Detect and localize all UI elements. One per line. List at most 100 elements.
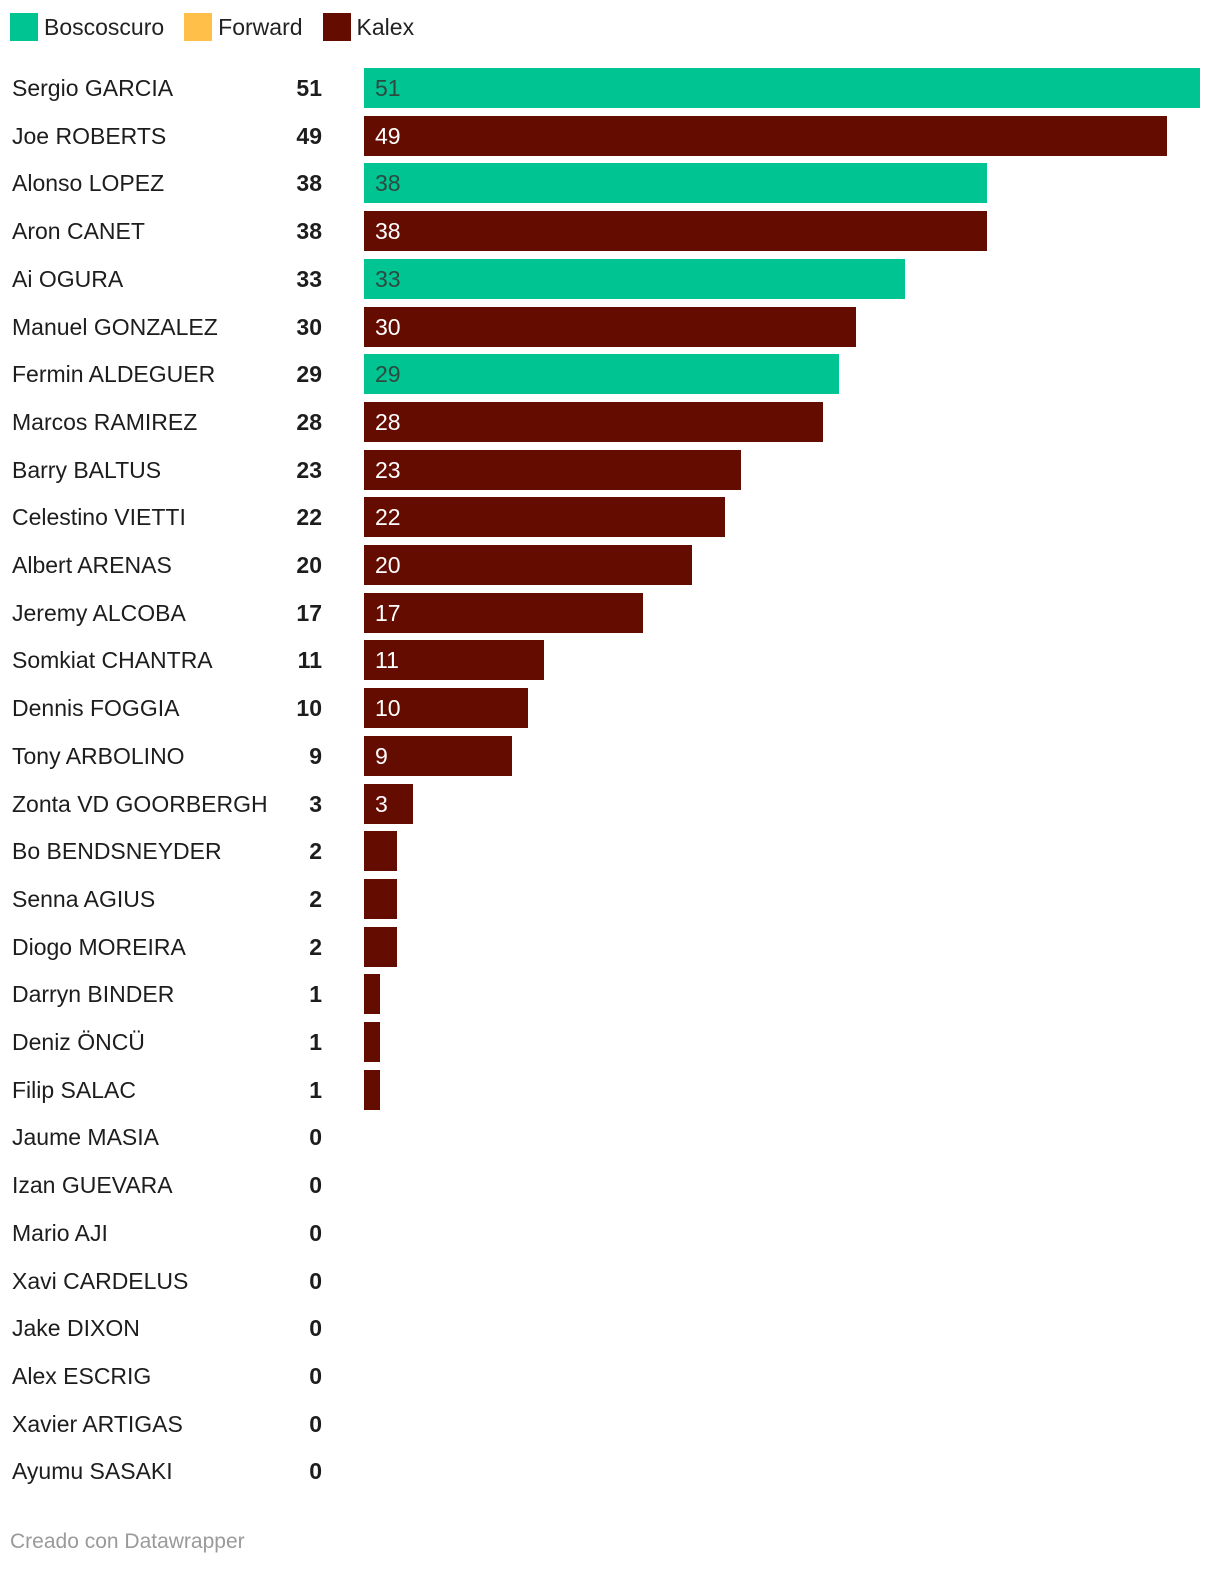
rider-name: Sergio GARCIA (12, 75, 174, 101)
rider-name: Senna AGIUS (12, 886, 156, 912)
rider-points: 1 (309, 981, 322, 1007)
bar-data-label: 38 (375, 170, 401, 196)
rider-name: Jaume MASIA (12, 1124, 159, 1150)
rider-points: 9 (309, 743, 322, 769)
rider-points: 10 (296, 695, 322, 721)
bar (364, 259, 905, 299)
bar (364, 879, 397, 919)
legend-item-kalex: Kalex (322, 13, 415, 41)
rider-points: 1 (309, 1029, 322, 1055)
bar-data-label: 49 (375, 123, 401, 149)
rider-points: 0 (309, 1411, 322, 1437)
bar-data-label: 33 (375, 266, 401, 292)
rider-points: 23 (296, 457, 322, 483)
rider-points: 3 (309, 791, 322, 817)
bar-data-label: 30 (375, 314, 401, 340)
legend-label-forward: Forward (218, 13, 303, 40)
bar (364, 927, 397, 967)
bar (364, 307, 856, 347)
bar-data-label: 3 (375, 791, 388, 817)
rider-name: Marcos RAMIREZ (12, 409, 198, 435)
bar (364, 116, 1167, 156)
bar (364, 640, 544, 680)
bar-data-label: 28 (375, 409, 401, 435)
bar-data-label: 17 (375, 600, 401, 626)
legend-swatch-boscoscuro (10, 13, 38, 41)
rider-points: 20 (296, 552, 322, 578)
rider-points: 49 (296, 123, 322, 149)
rider-points: 17 (296, 600, 322, 626)
legend-swatch-forward (184, 13, 213, 41)
rider-points: 30 (296, 314, 322, 340)
bar (364, 68, 1200, 108)
rider-name: Darryn BINDER (12, 981, 175, 1007)
bar (364, 784, 413, 824)
rider-points: 2 (309, 934, 322, 960)
bar-data-label: 11 (375, 647, 399, 673)
bar-data-label: 20 (375, 552, 401, 578)
bar (364, 402, 823, 442)
bar (364, 974, 380, 1014)
rider-name: Deniz ÖNCÜ (12, 1029, 145, 1055)
bar (364, 211, 987, 251)
rider-points: 0 (309, 1458, 322, 1484)
bar (364, 1022, 380, 1062)
legend-item-forward: Forward (184, 13, 303, 41)
rider-points: 22 (296, 504, 322, 530)
rider-name: Jake DIXON (12, 1315, 140, 1341)
rider-name: Ayumu SASAKI (12, 1458, 173, 1484)
bar (364, 497, 725, 537)
bar-data-label: 22 (375, 504, 401, 530)
legend-label-boscoscuro: Boscoscuro (44, 13, 165, 40)
rider-points: 11 (297, 647, 322, 673)
rider-points: 38 (296, 218, 322, 244)
bar (364, 593, 643, 633)
rider-name: Barry BALTUS (12, 457, 162, 483)
rider-name: Alex ESCRIG (12, 1363, 152, 1389)
rider-points: 2 (309, 838, 322, 864)
bar (364, 163, 987, 203)
bar-data-label: 29 (375, 361, 401, 387)
rider-name: Celestino VIETTI (12, 504, 186, 530)
rider-points: 2 (309, 886, 322, 912)
legend-item-boscoscuro: Boscoscuro (10, 13, 164, 41)
bar (364, 736, 512, 776)
rider-name: Manuel GONZALEZ (12, 314, 218, 340)
rider-name: Albert ARENAS (12, 552, 172, 578)
rider-points: 28 (296, 409, 322, 435)
rider-name: Bo BENDSNEYDER (12, 838, 222, 864)
bar (364, 831, 397, 871)
rider-points: 0 (309, 1172, 322, 1198)
bar (364, 545, 692, 585)
bar-data-label: 9 (375, 743, 388, 769)
rider-name: Fermin ALDEGUER (12, 361, 216, 387)
rider-name: Jeremy ALCOBA (12, 600, 186, 626)
footer-credit: Creado con Datawrapper (10, 1530, 245, 1553)
rider-points: 33 (296, 266, 322, 292)
bar-data-label: 51 (375, 75, 401, 101)
bar-data-label: 10 (375, 695, 401, 721)
rider-name: Filip SALAC (12, 1077, 136, 1103)
rider-name: Dennis FOGGIA (12, 695, 180, 721)
bar (364, 450, 741, 490)
rider-points: 0 (309, 1268, 322, 1294)
bar-data-label: 38 (375, 218, 401, 244)
rider-points: 0 (309, 1220, 322, 1246)
rider-name: Somkiat CHANTRA (12, 647, 213, 673)
legend-label-kalex: Kalex (356, 13, 415, 40)
legend: Boscoscuro Forward Kalex (10, 12, 434, 42)
rider-name: Xavi CARDELUS (12, 1268, 189, 1294)
rider-name: Zonta VD GOORBERGH (12, 791, 268, 817)
rider-name: Mario AJI (12, 1220, 108, 1246)
rider-points: 0 (309, 1315, 322, 1341)
rider-points: 51 (296, 75, 322, 101)
rider-points: 0 (309, 1124, 322, 1150)
rider-points: 1 (309, 1077, 322, 1103)
rider-points: 38 (296, 170, 322, 196)
rider-name: Aron CANET (12, 218, 145, 244)
rider-name: Alonso LOPEZ (12, 170, 165, 196)
bar-data-label: 23 (375, 457, 401, 483)
rider-name: Ai OGURA (12, 266, 124, 292)
legend-swatch-kalex (322, 13, 351, 41)
